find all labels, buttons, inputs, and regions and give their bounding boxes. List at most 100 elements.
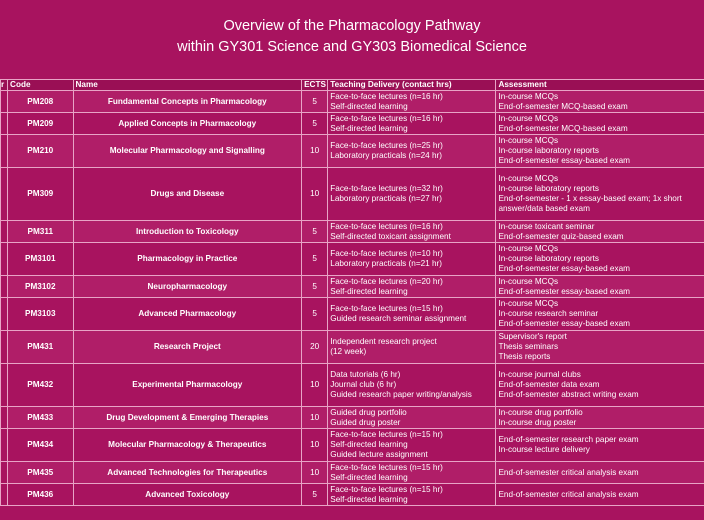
assessment-line: In-course lecture delivery (498, 445, 590, 455)
header-code: Code (7, 78, 74, 92)
assessment-line: In-course MCQs (498, 113, 559, 123)
assessment: In-course MCQs In-course laboratory repor… (495, 167, 704, 222)
teaching-delivery: Guided drug portfolio Guided drug poster (327, 406, 497, 430)
assessment-line: End-of-semester MCQ-based exam (498, 101, 628, 111)
table-row: PM434 Molecular Pharmacology & Therapeuti… (0, 428, 704, 463)
teaching-line: Guided drug portfolio (330, 407, 407, 417)
teaching-line: Guided research seminar assignment (330, 314, 467, 324)
assessment-line: In-course journal clubs (498, 369, 581, 379)
teaching-line: Face-to-face lectures (n=16 hr) (330, 91, 443, 101)
module-name: Advanced Pharmacology (72, 297, 303, 332)
assessment-line: End-of-semester essay-based exam (498, 156, 630, 166)
teaching-line: Face-to-face lectures (n=32 hr) (330, 184, 443, 193)
teaching-line: Self-directed learning (330, 123, 408, 133)
teaching-delivery: Face-to-face lectures (n=15 hr) Guided re… (327, 297, 497, 332)
teaching-line: Guided research paper writing/analysis (330, 390, 472, 400)
assessment-line: In-course laboratory reports (498, 254, 600, 264)
module-code: PM210 (7, 134, 74, 169)
year-cell (0, 134, 9, 169)
module-code: PM309 (7, 167, 74, 222)
teaching-line: Self-directed learning (330, 472, 408, 482)
assessment-line: In-course MCQs (498, 91, 559, 101)
assessment: In-course MCQs In-course research seminar… (495, 297, 704, 332)
teaching-delivery: Face-to-face lectures (n=15 hr) Self-dire… (327, 428, 497, 463)
module-name: Drug Development & Emerging Therapies (72, 406, 303, 430)
assessment-line: End-of-semester research paper exam (498, 435, 639, 444)
teaching-delivery: Data tutorials (6 hr) Journal club (6 hr)… (327, 363, 497, 408)
teaching-delivery: Face-to-face lectures (n=16 hr) Self-dire… (327, 90, 497, 114)
module-code: PM209 (7, 112, 74, 136)
module-ects: 5 (301, 112, 329, 136)
year-cell (0, 90, 9, 114)
table-row: PM208 Fundamental Concepts in Pharmacolog… (0, 90, 704, 114)
module-ects: 10 (301, 134, 329, 169)
assessment: Supervisor's report Thesis seminars Thesis… (495, 330, 704, 365)
assessment: In-course MCQs In-course laboratory repor… (495, 242, 704, 277)
module-code: PM432 (7, 363, 74, 408)
assessment: In-course MCQs In-course laboratory repor… (495, 134, 704, 169)
module-code: PM434 (7, 428, 74, 463)
teaching-line: Laboratory practicals (n=27 hr) (330, 194, 442, 204)
header-ects: ECTS (301, 78, 329, 92)
module-ects: 5 (301, 297, 329, 332)
teaching-line: Face-to-face lectures (n=15 hr) (330, 484, 443, 494)
module-name: Experimental Pharmacology (72, 363, 303, 408)
assessment-line: End-of-semester MCQ-based exam (498, 123, 628, 133)
module-name: Molecular Pharmacology and Signalling (72, 134, 303, 169)
page-title: Overview of the Pharmacology Pathway wit… (0, 16, 704, 58)
year-cell (0, 428, 9, 463)
year-cell (0, 112, 9, 136)
module-name: Drugs and Disease (72, 167, 303, 222)
table-row: PM209 Applied Concepts in Pharmacology 5 Fa… (0, 112, 704, 136)
teaching-line: Face-to-face lectures (n=16 hr) (330, 221, 443, 231)
module-name: Molecular Pharmacology & Therapeutics (72, 428, 303, 463)
module-name: Fundamental Concepts in Pharmacology (72, 90, 303, 114)
assessment-line: In-course toxicant seminar (498, 221, 595, 231)
teaching-line: Face-to-face lectures (n=15 hr) (330, 304, 443, 313)
assessment-line: End-of-semester abstract writing exam (498, 390, 639, 400)
year-cell (0, 297, 9, 332)
teaching-line: Face-to-face lectures (n=25 hr) (330, 141, 443, 150)
teaching-delivery: Face-to-face lectures (n=15 hr) Self-dire… (327, 483, 497, 507)
teaching-line: Self-directed learning (330, 101, 408, 111)
teaching-line: Face-to-face lectures (n=10 hr) (330, 249, 443, 258)
assessment: End-of-semester research paper exam In-co… (495, 428, 704, 463)
module-ects: 10 (301, 406, 329, 430)
module-code: PM3103 (7, 297, 74, 332)
module-ects: 10 (301, 363, 329, 408)
module-name: Applied Concepts in Pharmacology (72, 112, 303, 136)
table-header-row: r Code Name ECTS Teaching Delivery (cont… (0, 78, 704, 92)
title-line-2: within GY301 Science and GY303 Biomedica… (177, 39, 527, 55)
teaching-line: Face-to-face lectures (n=15 hr) (330, 462, 443, 472)
module-name: Research Project (72, 330, 303, 365)
assessment-line: answer/data based exam (498, 204, 590, 214)
table-row: PM311 Introduction to Toxicology 5 Face-to-… (0, 220, 704, 244)
assessment-line: In-course MCQs (498, 135, 559, 145)
assessment-line: In-course MCQs (498, 173, 559, 183)
teaching-line: Self-directed toxicant assignment (330, 231, 451, 241)
module-ects: 5 (301, 483, 329, 507)
module-name: Advanced Technologies for Therapeutics (72, 461, 303, 485)
header-assessment: Assessment (495, 78, 704, 92)
assessment: In-course MCQs End-of-semester MCQ-based … (495, 90, 704, 114)
module-code: PM431 (7, 330, 74, 365)
teaching-line: Self-directed learning (330, 440, 408, 450)
table-row: PM433 Drug Development & Emerging Therapi… (0, 406, 704, 430)
module-ects: 5 (301, 220, 329, 244)
assessment-line: In-course laboratory reports (498, 146, 600, 156)
teaching-delivery: Face-to-face lectures (n=15 hr) Self-dire… (327, 461, 497, 485)
teaching-delivery: Independent research project (12 week) (327, 330, 497, 365)
module-code: PM3102 (7, 275, 74, 299)
pathway-table: r Code Name ECTS Teaching Delivery (cont… (0, 78, 704, 507)
teaching-delivery: Face-to-face lectures (n=20 hr) Self-dire… (327, 275, 497, 299)
teaching-line: Self-directed learning (330, 494, 408, 504)
table-body: PM208 Fundamental Concepts in Pharmacolog… (0, 90, 704, 507)
teaching-line: Face-to-face lectures (n=20 hr) (330, 276, 443, 286)
table-row: PM3102 Neuropharmacology 5 Face-to-face lec… (0, 275, 704, 299)
year-cell (0, 330, 9, 365)
year-cell (0, 363, 9, 408)
table-row: PM436 Advanced Toxicology 5 Face-to-face le… (0, 483, 704, 507)
header-teaching: Teaching Delivery (contact hrs) (327, 78, 497, 92)
module-code: PM311 (7, 220, 74, 244)
assessment-line: Thesis reports (498, 352, 551, 362)
